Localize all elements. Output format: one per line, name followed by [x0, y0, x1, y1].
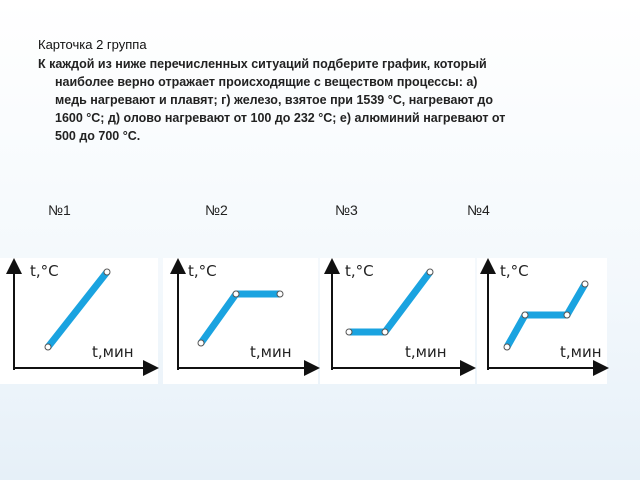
x-axis-label: t,мин [92, 343, 134, 361]
card-title: Карточка 2 группа [38, 37, 147, 52]
axes [6, 258, 609, 376]
task-line: 1600 °С; д) олово нагревают от 100 до 23… [55, 111, 506, 125]
task-line: наиболее верно отражает происходящие с в… [55, 75, 478, 89]
y-axis-label: t,°C [500, 262, 529, 280]
graph-label: №3 [335, 202, 358, 218]
graph-label: №1 [48, 202, 71, 218]
task-line: К каждой из ниже перечисленных ситуаций … [38, 57, 487, 71]
x-axis-label: t,мин [405, 343, 447, 361]
graph-panel [0, 258, 158, 384]
graph-points [44, 268, 589, 351]
graph-panel [163, 258, 318, 384]
task-line: 500 до 700 °С. [55, 129, 141, 143]
x-axis-label: t,мин [250, 343, 292, 361]
graph-label: №4 [467, 202, 490, 218]
y-axis-label: t,°C [188, 262, 217, 280]
y-axis-label: t,°C [345, 262, 374, 280]
task-text: К каждой из ниже перечисленных ситуаций … [38, 55, 505, 145]
task-line: медь нагревают и плавят; г) железо, взят… [55, 93, 493, 107]
graph-label: №2 [205, 202, 228, 218]
graph-panel [477, 258, 607, 384]
y-axis-label: t,°C [30, 262, 59, 280]
x-axis-label: t,мин [560, 343, 602, 361]
